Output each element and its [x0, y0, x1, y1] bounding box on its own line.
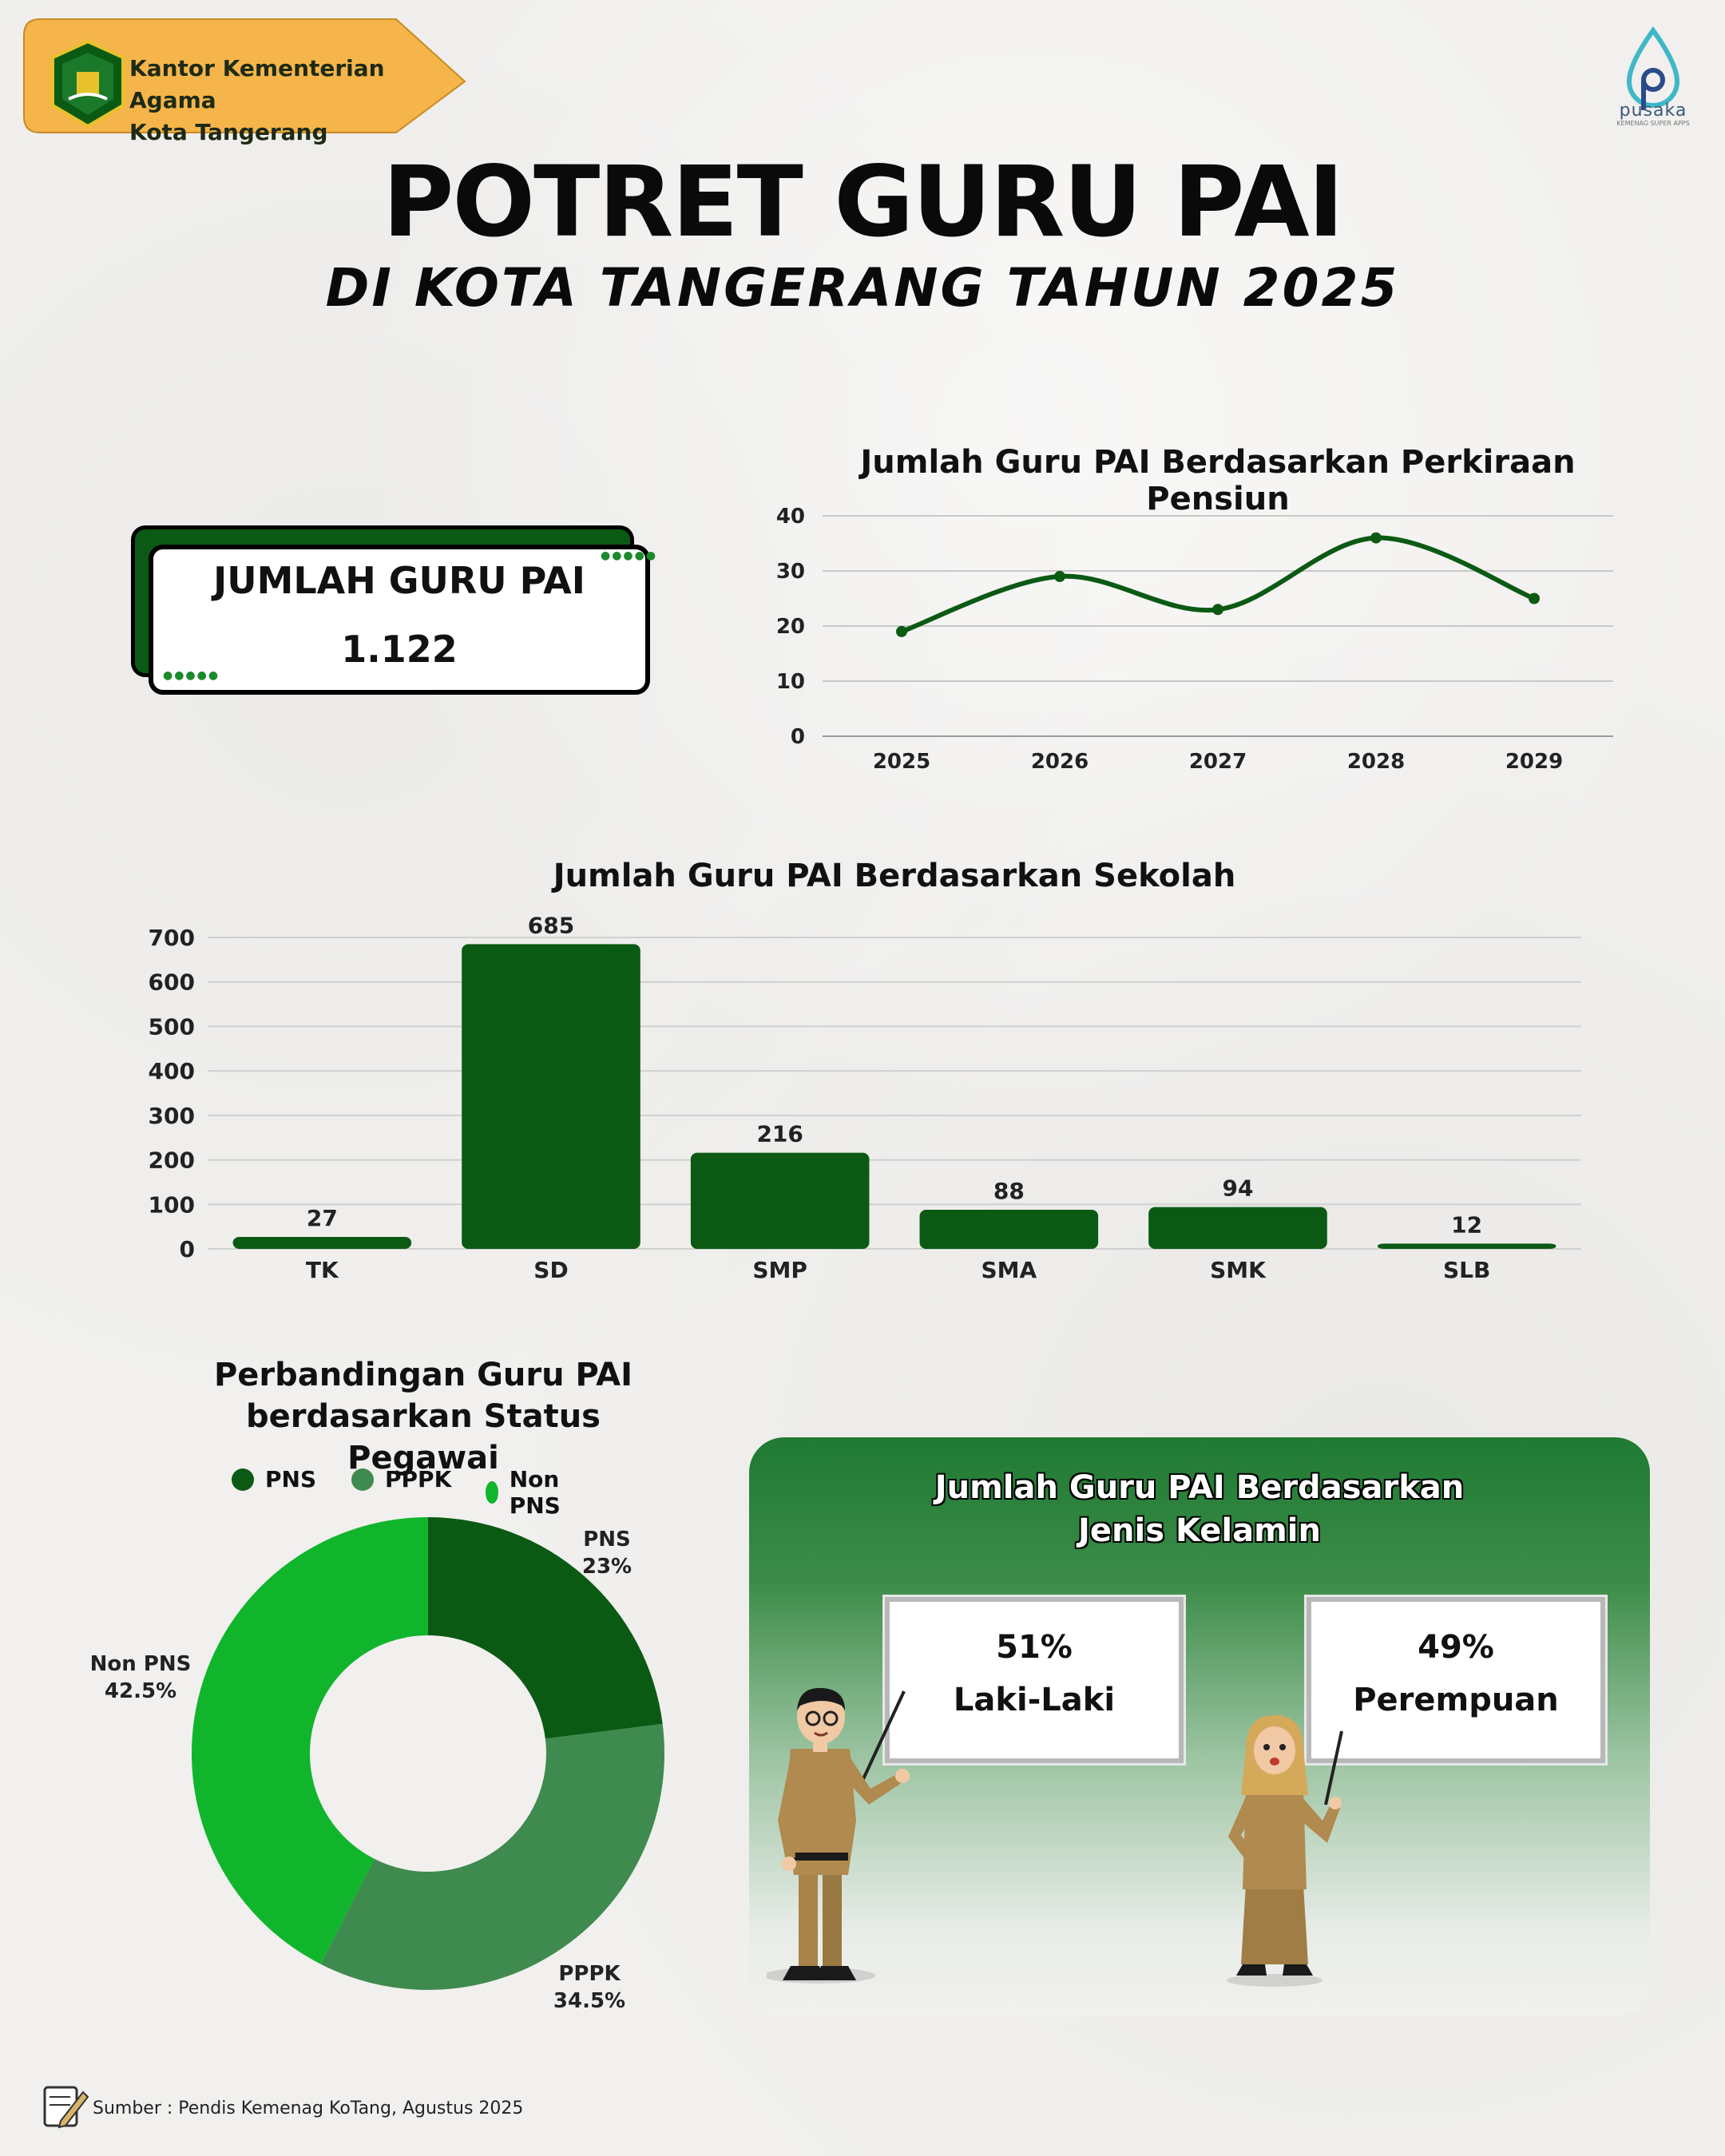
- series-line: [901, 535, 1536, 634]
- bar: [462, 944, 640, 1249]
- data-point: [1529, 593, 1540, 604]
- y-tick-label: 600: [149, 969, 195, 996]
- legend-swatch: [351, 1468, 374, 1491]
- y-tick-label: 10: [776, 670, 805, 694]
- line-chart-title: Jumlah Guru PAI Berdasarkan Perkiraan Pe…: [860, 444, 1576, 517]
- bar: [919, 1209, 1099, 1249]
- donut-title-line2: berdasarkan Status Pegawai: [246, 1398, 601, 1476]
- office-name-line1: Kantor Kementerian Agama: [129, 55, 385, 113]
- card-dots-decoration: ●●●●●: [163, 669, 220, 682]
- data-point: [1370, 532, 1382, 544]
- legend-item: Non PNS: [486, 1466, 570, 1519]
- slice-label: Non PNS: [90, 1652, 192, 1676]
- slice-percent: 42.5%: [105, 1679, 176, 1703]
- male-teacher-illustration: [767, 1687, 910, 1984]
- legend-label: Non PNS: [509, 1466, 561, 1519]
- bar-value-label: 685: [528, 912, 574, 938]
- x-tick-label: 2026: [1031, 750, 1089, 774]
- gender-title-line2: Jenis Kelamin: [1078, 1512, 1321, 1549]
- total-card-label: JUMLAH GURU PAI: [213, 559, 585, 602]
- data-point: [896, 625, 907, 637]
- total-card: [149, 545, 650, 695]
- data-point: [1212, 604, 1223, 616]
- y-tick-label: 0: [791, 725, 805, 749]
- bar: [1377, 1243, 1556, 1249]
- male-label: Laki-Laki: [953, 1682, 1116, 1718]
- x-tick-label: SLB: [1443, 1257, 1490, 1283]
- legend-item: PPPK: [351, 1466, 451, 1492]
- x-tick-label: SMK: [1210, 1257, 1267, 1283]
- y-tick-label: 20: [776, 615, 805, 639]
- page-subtitle: DI KOTA TANGERANG TAHUN 2025: [325, 257, 1400, 319]
- school-bar-chart: 0 100 200 300 400 500 600 700 27 TK 685 SD 216 SMP 88 S…: [149, 912, 1581, 1283]
- x-tick-label: 2027: [1189, 750, 1247, 774]
- legend-item: PNS: [232, 1466, 316, 1492]
- total-card-value: 1.122: [341, 628, 458, 671]
- x-tick-label: SMP: [752, 1257, 807, 1283]
- legend-swatch: [232, 1468, 254, 1491]
- y-tick-label: 300: [149, 1103, 195, 1129]
- pusaka-brand: pusaka: [1619, 101, 1687, 121]
- bar: [1148, 1207, 1327, 1249]
- donut-slice: [428, 1517, 663, 1739]
- card-dots-decoration: ●●●●●: [601, 549, 658, 562]
- bar: [232, 1236, 412, 1249]
- y-tick-label: 40: [776, 505, 805, 529]
- bar-value-label: 27: [307, 1205, 338, 1231]
- legend-swatch: [486, 1481, 498, 1504]
- pusaka-logo-icon: [1626, 26, 1680, 110]
- x-tick-label: 2028: [1347, 750, 1405, 774]
- male-stat-board: 51% Laki-Laki: [885, 1597, 1184, 1763]
- donut-title-line1: Perbandingan Guru PAI: [213, 1357, 633, 1393]
- kemenag-logo-icon: [51, 39, 125, 129]
- y-tick-label: 700: [149, 925, 195, 951]
- legend-label: PNS: [265, 1466, 317, 1492]
- x-tick-label: SD: [533, 1257, 568, 1283]
- x-tick-label: TK: [306, 1257, 339, 1283]
- office-badge: [23, 18, 466, 133]
- y-tick-label: 400: [149, 1058, 195, 1084]
- female-stat-board: 49% Perempuan: [1307, 1597, 1605, 1763]
- male-percent: 51%: [996, 1629, 1073, 1666]
- bar-value-label: 94: [1223, 1175, 1254, 1202]
- y-tick-label: 30: [776, 560, 805, 584]
- x-tick-label: SMA: [981, 1257, 1037, 1283]
- source-note: Sumber : Pendis Kemenag KoTang, Agustus …: [93, 2099, 524, 2118]
- bar-value-label: 216: [756, 1121, 803, 1147]
- y-tick-label: 0: [180, 1236, 195, 1262]
- pusaka-tagline: KEMENAG SUPER APPS: [1616, 120, 1690, 127]
- y-tick-label: 500: [149, 1013, 195, 1040]
- gender-panel-title: Jumlah Guru PAI Berdasarkan Jenis Kelami…: [749, 1466, 1650, 1552]
- status-donut-chart: PNS 23% PPPK 34.5% Non PNS 42.5%: [90, 1517, 664, 2013]
- slice-percent: 34.5%: [553, 1989, 625, 2013]
- bar: [690, 1152, 870, 1249]
- female-teacher-illustration: [1227, 1715, 1343, 1987]
- data-point: [1054, 570, 1065, 582]
- slice-percent: 23%: [582, 1555, 632, 1579]
- slice-label: PPPK: [558, 1962, 621, 1986]
- gender-title-line1: Jumlah Guru PAI Berdasarkan: [934, 1469, 1465, 1506]
- female-percent: 49%: [1418, 1629, 1494, 1666]
- bar-value-label: 88: [993, 1178, 1025, 1204]
- donut-chart-title: Perbandingan Guru PAI berdasarkan Status…: [184, 1354, 663, 1479]
- legend-label: PPPK: [385, 1466, 452, 1492]
- bar-chart-title: Jumlah Guru PAI Berdasarkan Sekolah: [553, 858, 1236, 894]
- donut-slice: [320, 1723, 664, 1990]
- office-name-line2: Kota Tangerang: [129, 119, 328, 145]
- notebook-pencil-icon: [43, 2086, 89, 2129]
- y-tick-label: 100: [149, 1191, 195, 1218]
- y-tick-label: 200: [149, 1147, 195, 1174]
- page-title: POTRET GURU PAI: [382, 145, 1344, 259]
- bar-value-label: 12: [1451, 1211, 1482, 1238]
- female-label: Perempuan: [1353, 1682, 1559, 1718]
- x-tick-label: 2025: [873, 750, 930, 774]
- slice-label: PNS: [583, 1528, 631, 1552]
- donut-slice: [191, 1517, 428, 1964]
- office-name: Kantor Kementerian Agama Kota Tangerang: [129, 53, 465, 149]
- x-tick-label: 2029: [1505, 750, 1563, 774]
- retirement-line-chart: 0 10 20 30 40 2025 2026 2027 2028 2029: [776, 505, 1613, 774]
